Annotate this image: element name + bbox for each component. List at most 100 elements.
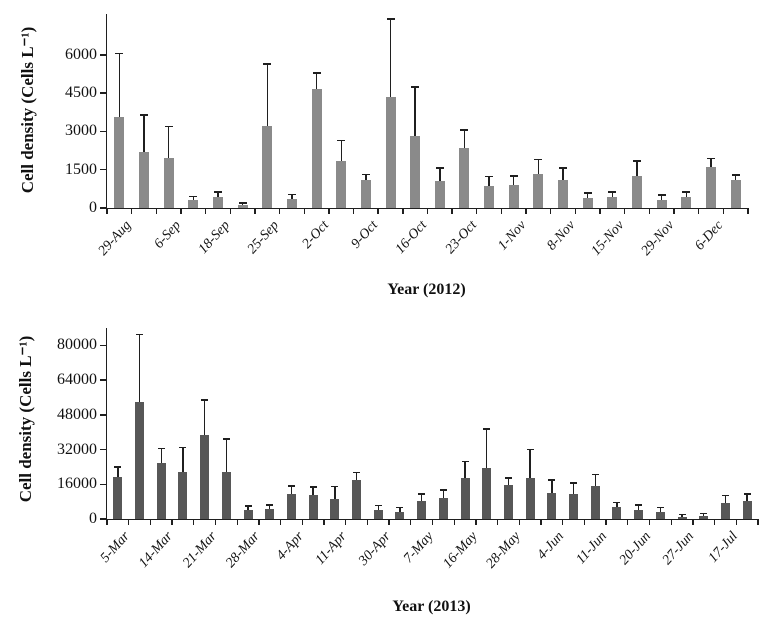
y-tick-label: 0 <box>89 510 97 527</box>
x-tick <box>301 519 303 525</box>
error-bar-line <box>192 196 194 201</box>
y-tick-label: 4500 <box>65 84 97 102</box>
x-tick-label: 7-May <box>401 529 437 567</box>
x-tick <box>193 519 195 525</box>
x-tick <box>258 519 260 525</box>
error-bar-line <box>507 478 510 485</box>
bar <box>265 509 275 519</box>
bar <box>558 180 569 208</box>
x-tick-label: 20-Jun <box>616 529 654 568</box>
bar <box>237 205 248 208</box>
x-tick <box>624 208 626 214</box>
y-tick <box>100 414 107 416</box>
error-bar-cap <box>707 157 716 160</box>
bar <box>459 147 470 208</box>
error-bar-line <box>637 505 640 510</box>
error-bar-cap <box>374 504 382 507</box>
x-tick <box>236 519 238 525</box>
error-bar-line <box>439 167 441 181</box>
y-tick-label: 48000 <box>57 405 97 423</box>
error-bar-cap <box>353 471 361 474</box>
y-tick <box>100 169 107 171</box>
error-bar-cap <box>633 160 642 162</box>
error-bar-line <box>377 505 379 510</box>
error-bar-line <box>160 448 162 463</box>
x-tick <box>345 519 347 525</box>
x-tick <box>500 208 503 214</box>
error-bar-line <box>572 483 575 495</box>
error-bar-line <box>734 175 737 180</box>
x-tick <box>431 519 434 525</box>
error-bar-line <box>420 493 423 502</box>
y-tick-label: 6000 <box>65 45 97 63</box>
error-bar-line <box>486 428 488 468</box>
bar <box>308 495 318 519</box>
x-tick <box>673 208 675 214</box>
error-bar-cap <box>266 504 274 506</box>
error-bar-line <box>203 399 206 436</box>
bar <box>699 515 709 519</box>
error-bar-line <box>247 505 249 510</box>
error-bar-line <box>241 202 244 206</box>
error-bar-cap <box>504 477 512 480</box>
x-tick <box>426 208 429 214</box>
x-tick <box>574 208 577 214</box>
error-bar-cap <box>526 448 534 451</box>
x-tick <box>692 519 694 525</box>
x-tick <box>254 208 256 214</box>
x-tick <box>388 519 390 525</box>
plot-area-2012: 0 1500 3000 4500 6000 29-Aug 6-Sep 18-Sep 25-Sep… <box>65 14 749 259</box>
error-bar-cap <box>213 191 222 194</box>
y-tick-label: 1500 <box>65 160 97 178</box>
x-tick-label: 16-May <box>439 529 481 572</box>
x-tick-label: 11-Apr <box>313 529 351 568</box>
error-bar-line <box>442 489 445 499</box>
y-tick-label: 0 <box>89 199 97 216</box>
bar <box>438 498 448 519</box>
x-tick-label: 21-Mar <box>180 529 220 571</box>
x-tick <box>496 519 499 525</box>
x-tick-label: 1-Nov <box>494 218 529 254</box>
y-tick-label: 80000 <box>57 336 97 354</box>
bar <box>178 472 188 519</box>
y-axis-title-text: Cell density (Cells L⁻¹) <box>18 26 37 194</box>
error-bar-line <box>138 334 141 402</box>
error-bar-line <box>616 502 618 508</box>
error-bar-cap <box>411 85 420 88</box>
x-tick <box>410 519 412 525</box>
x-tick-label: 29-Nov <box>638 218 677 259</box>
bar <box>330 498 340 519</box>
x-tick <box>128 519 130 525</box>
y-tick <box>100 207 107 209</box>
error-bar-cap <box>743 493 751 495</box>
y-tick-label: 32000 <box>57 440 97 458</box>
error-bar-line <box>290 486 293 495</box>
error-bar-cap <box>483 428 491 430</box>
error-bar-line <box>118 53 121 118</box>
bar <box>503 484 513 519</box>
x-tick <box>323 519 325 525</box>
x-tick-label: 28-Mar <box>223 529 264 571</box>
x-axis-title-2013: Year (2013) <box>392 598 471 615</box>
error-bar-cap <box>386 18 395 21</box>
bar <box>569 494 579 519</box>
error-bar-cap <box>608 190 617 193</box>
error-bar-line <box>724 495 727 503</box>
x-tick-label: 16-Oct <box>393 218 431 257</box>
error-bar-line <box>269 504 271 510</box>
bar <box>590 485 600 519</box>
error-bar-cap <box>331 485 339 488</box>
bar <box>395 511 405 519</box>
y-tick <box>100 483 107 485</box>
error-bar-cap <box>461 460 469 463</box>
error-bar-cap <box>164 125 173 128</box>
error-bar-line <box>414 86 416 137</box>
x-tick-label: 4-Jun <box>534 529 568 563</box>
x-tick <box>204 208 207 214</box>
y-tick <box>100 448 107 451</box>
bar <box>434 180 445 208</box>
error-bar-cap <box>396 506 404 509</box>
x-tick <box>130 208 133 214</box>
error-bar-cap <box>721 494 729 497</box>
x-tick <box>550 208 552 214</box>
